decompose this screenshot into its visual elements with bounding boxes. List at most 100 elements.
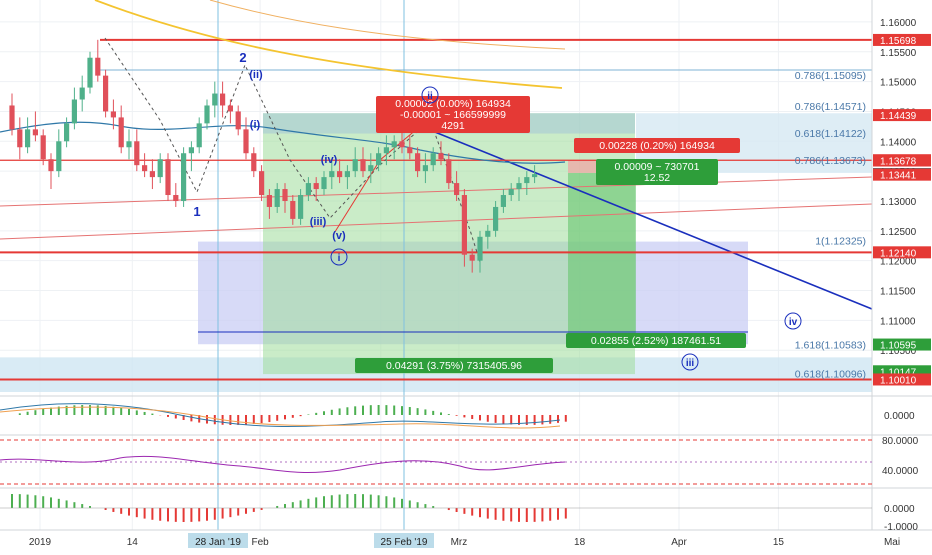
wave-label-circle xyxy=(681,353,699,371)
wave-label: 2 xyxy=(239,50,246,65)
fib-level-label: 0.786(1.13673) xyxy=(795,155,866,167)
time-highlight-box xyxy=(374,533,434,548)
candle-body xyxy=(243,129,249,154)
time-highlight-label: 28 Jan '19 xyxy=(195,537,241,548)
measurement-box xyxy=(355,358,553,373)
candle-body xyxy=(9,105,15,130)
macd-signal-line xyxy=(0,406,561,429)
candle-body xyxy=(461,195,467,255)
time-highlight-label: 25 Feb '19 xyxy=(381,537,428,548)
macd-line xyxy=(0,403,561,427)
candle-body xyxy=(48,159,54,172)
candle-body xyxy=(181,153,187,201)
candle-body xyxy=(305,183,311,196)
wave-label-circle xyxy=(421,86,439,104)
candle-body xyxy=(103,75,109,112)
candle-body xyxy=(383,147,389,154)
candle-body xyxy=(500,195,506,207)
candle-body xyxy=(485,230,491,237)
time-tick-label: 14 xyxy=(127,537,139,548)
measurement-text: 0.04291 (3.75%) 7315405.96 xyxy=(386,360,522,372)
wave-label: ii xyxy=(427,91,433,102)
candle-body xyxy=(298,195,304,219)
moving-average-long xyxy=(209,0,566,50)
wave-label: (iii) xyxy=(310,216,327,228)
candle-body xyxy=(446,159,452,184)
time-tick-label: 15 xyxy=(773,537,785,548)
candle-body xyxy=(204,105,210,124)
candle-body xyxy=(415,153,421,172)
price-tick-label: 1.12000 xyxy=(880,257,917,268)
price-tick-label: 1.12500 xyxy=(880,227,917,238)
measurement-box xyxy=(574,138,740,153)
price-label-box xyxy=(873,33,931,46)
candle-body xyxy=(173,195,179,201)
candle-body xyxy=(227,105,233,112)
price-tick-label: 1.13000 xyxy=(880,197,917,208)
wave-label: 1 xyxy=(193,204,200,219)
price-tick-label: 1.16000 xyxy=(880,18,917,29)
price-label-box xyxy=(873,246,931,259)
fib-level-label: 0.786(1.15095) xyxy=(795,70,866,82)
rsi-axis-label: 40.0000 xyxy=(882,466,919,477)
candle-body xyxy=(157,159,163,178)
price-label-box xyxy=(873,168,931,181)
measurement-text: 12.52 xyxy=(644,172,670,184)
candle-body xyxy=(126,141,132,148)
measurement-text: 0.02855 (2.52%) 187461.51 xyxy=(591,335,721,347)
candle-body xyxy=(118,117,124,148)
candle-body xyxy=(329,171,335,178)
price-label-box xyxy=(873,154,931,167)
measurement-text: 0.00009 ~ 730701 xyxy=(615,161,700,173)
oscillator-axis-label: -1.0000 xyxy=(884,522,918,533)
candle-body xyxy=(220,93,226,106)
wave-label-circle xyxy=(330,248,348,266)
candle-body xyxy=(407,147,413,154)
moving-average-short xyxy=(0,121,566,164)
candle-body xyxy=(368,165,374,172)
time-tick-label: 2019 xyxy=(29,537,52,548)
price-label-text: 1.14439 xyxy=(880,111,917,122)
price-axis-bg xyxy=(872,0,932,550)
wave-label-circle xyxy=(784,312,802,330)
measurement-box xyxy=(566,333,746,348)
candle-body xyxy=(40,135,46,160)
candle-body xyxy=(110,111,116,118)
candle-body xyxy=(454,183,460,196)
wave-label: (ii) xyxy=(249,69,263,81)
candle-body xyxy=(251,153,257,172)
candle-body xyxy=(376,153,382,166)
fib-level-label: 1(1.12325) xyxy=(815,235,866,247)
candle-body xyxy=(290,200,296,219)
price-tick-label: 1.11500 xyxy=(880,287,916,298)
time-tick-label: Mai xyxy=(884,537,900,548)
price-tick-label: 1.10500 xyxy=(880,346,917,357)
price-label-text: 1.10010 xyxy=(880,375,917,386)
candle-body xyxy=(71,99,77,124)
price-label-text: 1.12140 xyxy=(880,248,917,259)
time-tick-label: Apr xyxy=(671,537,687,548)
candle-body xyxy=(87,57,93,88)
wave-label: iii xyxy=(686,358,695,369)
fib-level-label: 1.618(1.10583) xyxy=(795,339,866,351)
candle-body xyxy=(524,177,530,184)
candle-body xyxy=(266,195,272,207)
wave-label: iv xyxy=(789,317,798,328)
wave-label: i xyxy=(338,253,341,264)
price-tick-label: 1.15500 xyxy=(880,48,917,59)
measurement-text: 0.00228 (0.20%) 164934 xyxy=(599,140,715,152)
candle-body xyxy=(360,159,366,172)
rsi-axis-label: 80.0000 xyxy=(882,436,919,447)
price-label-text: 1.10595 xyxy=(880,341,917,352)
candle-body xyxy=(25,129,31,148)
price-tick-label: 1.11000 xyxy=(880,316,916,327)
candle-body xyxy=(337,171,343,178)
candle-body xyxy=(17,129,23,148)
price-tick-label: 1.14000 xyxy=(880,137,917,148)
price-label-box xyxy=(873,109,931,122)
candle-body xyxy=(64,123,70,142)
price-label-text: 1.15698 xyxy=(880,36,917,47)
price-label-box xyxy=(873,373,931,386)
